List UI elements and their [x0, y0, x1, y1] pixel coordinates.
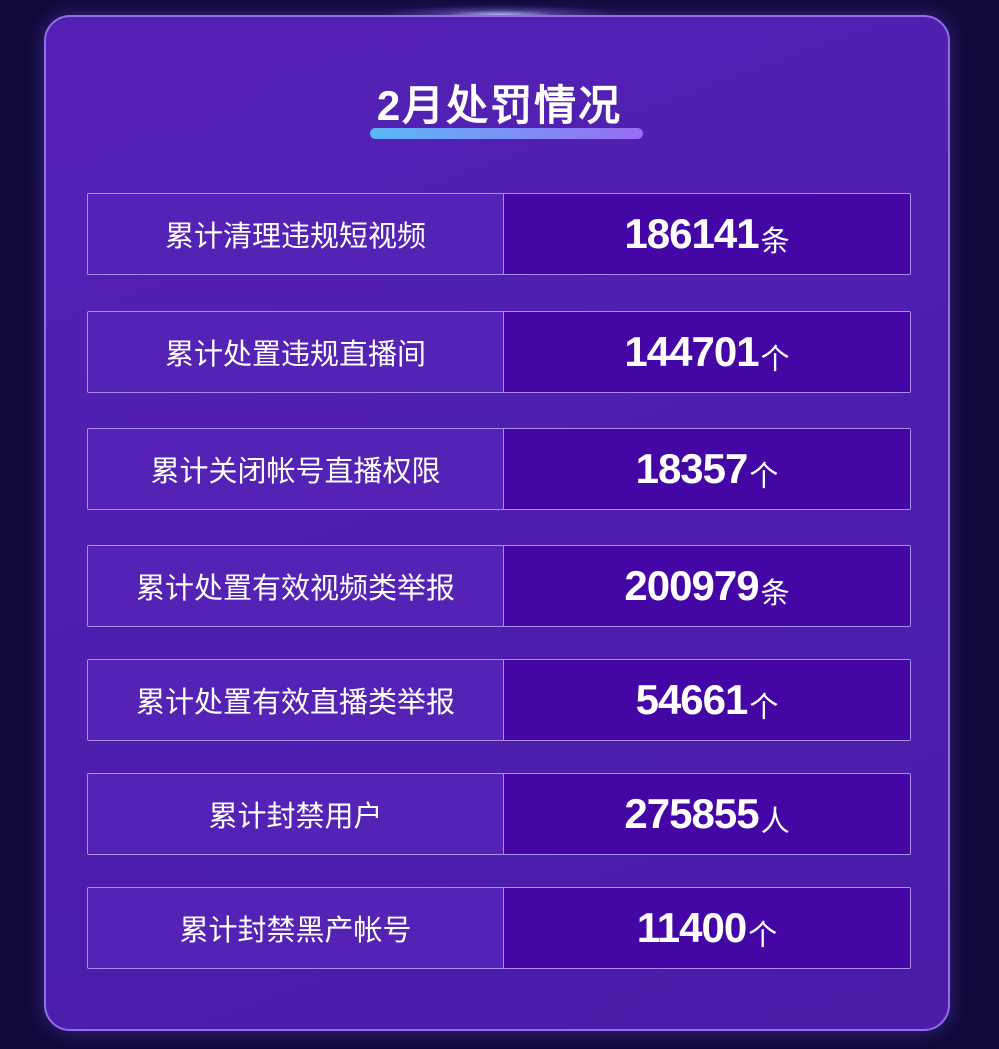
title-underline [370, 128, 643, 139]
penalty-card [44, 15, 950, 1031]
stat-value: 186141 [624, 210, 759, 257]
stat-row: 累计处置有效直播类举报 54661 个 [87, 659, 911, 741]
stat-value-cell: 200979 条 [504, 546, 910, 626]
stat-value-cell: 144701 个 [504, 312, 910, 392]
stat-row: 累计封禁黑产帐号 11400 个 [87, 887, 911, 969]
stat-value-cell: 186141 条 [504, 194, 910, 274]
stat-value-cell: 18357 个 [504, 429, 910, 509]
stat-label: 累计关闭帐号直播权限 [88, 429, 504, 509]
stat-value-cell: 11400 个 [504, 888, 910, 968]
stat-label: 累计处置违规直播间 [88, 312, 504, 392]
stat-unit: 条 [760, 578, 790, 610]
stat-value: 18357 [635, 445, 749, 492]
stat-label: 累计处置有效直播类举报 [88, 660, 504, 740]
stat-unit: 人 [760, 806, 790, 838]
stat-value: 54661 [635, 676, 749, 723]
stat-row: 累计封禁用户 275855 人 [87, 773, 911, 855]
stat-label: 累计封禁用户 [88, 774, 504, 854]
stat-unit: 个 [748, 920, 778, 952]
stat-unit: 个 [749, 692, 779, 724]
stat-row: 累计关闭帐号直播权限 18357 个 [87, 428, 911, 510]
stat-value: 144701 [624, 328, 759, 375]
stat-value-cell: 275855 人 [504, 774, 910, 854]
stat-label: 累计封禁黑产帐号 [88, 888, 504, 968]
stat-label: 累计处置有效视频类举报 [88, 546, 504, 626]
stat-unit: 个 [760, 344, 790, 376]
stat-row: 累计清理违规短视频 186141 条 [87, 193, 911, 275]
stat-unit: 条 [760, 226, 790, 258]
stat-value-cell: 54661 个 [504, 660, 910, 740]
page-title: 2月处罚情况 [376, 82, 623, 129]
stat-value: 200979 [624, 562, 759, 609]
stat-value: 275855 [624, 790, 759, 837]
stat-unit: 个 [749, 461, 779, 493]
stat-label: 累计清理违规短视频 [88, 194, 504, 274]
stat-value: 11400 [636, 904, 747, 951]
stat-row: 累计处置有效视频类举报 200979 条 [87, 545, 911, 627]
stat-row: 累计处置违规直播间 144701 个 [87, 311, 911, 393]
